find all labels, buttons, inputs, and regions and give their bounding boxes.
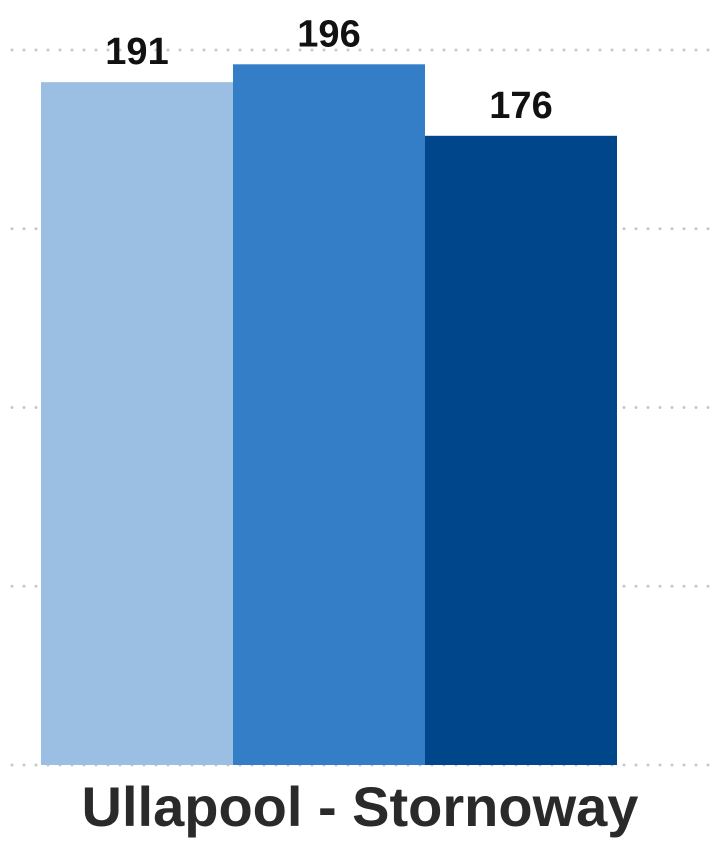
bar-3: [425, 135, 617, 766]
data-label-3: 176: [489, 85, 552, 127]
data-label-1: 191: [105, 31, 168, 73]
bars: [41, 64, 617, 766]
data-label-2: 196: [297, 13, 360, 55]
bar-2: [233, 64, 425, 766]
category-label: Ullapool - Stornoway: [82, 775, 639, 838]
bar-1: [41, 82, 233, 766]
data-labels: 191 196 176: [105, 13, 552, 127]
